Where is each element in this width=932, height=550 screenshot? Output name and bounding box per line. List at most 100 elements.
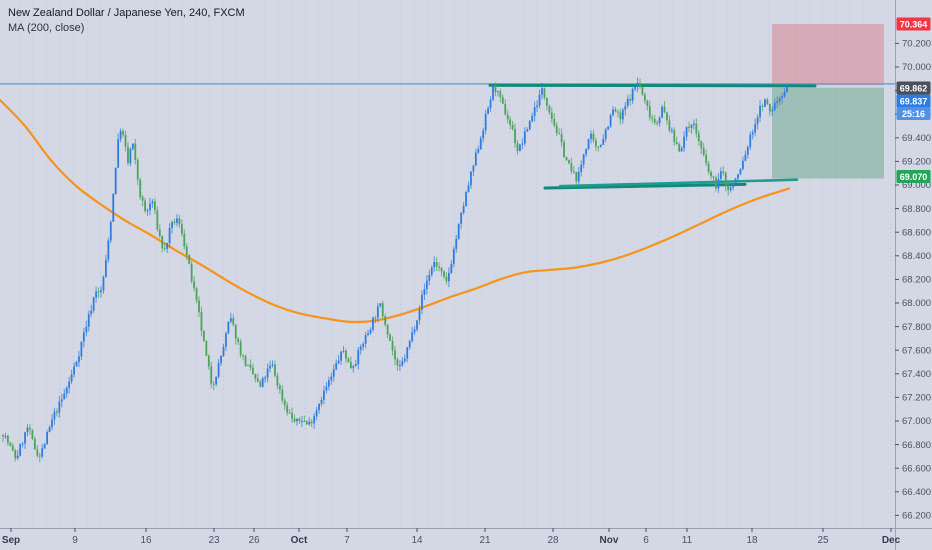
candle-body bbox=[786, 86, 788, 92]
candle-body bbox=[729, 187, 732, 191]
candle-body bbox=[778, 98, 781, 102]
candle-body bbox=[362, 343, 365, 347]
candle-body bbox=[521, 143, 524, 145]
candle-body bbox=[134, 143, 137, 160]
candle-body bbox=[374, 317, 377, 319]
candle-body bbox=[403, 358, 406, 362]
support-trendline-b[interactable] bbox=[558, 178, 799, 188]
candle-body bbox=[207, 355, 210, 367]
candle-body bbox=[9, 442, 12, 446]
candle-body bbox=[697, 133, 700, 142]
price-tick-label: 68.200 bbox=[902, 275, 931, 286]
price-badge-resistance: 69.862 bbox=[896, 81, 931, 95]
candle-body bbox=[220, 355, 222, 364]
candle-body bbox=[727, 186, 730, 191]
candle-body bbox=[617, 111, 619, 113]
candle-body bbox=[102, 276, 105, 291]
candle-body bbox=[303, 420, 306, 422]
candle-body bbox=[168, 227, 171, 244]
candle-body bbox=[555, 125, 558, 134]
price-tick-label: 67.000 bbox=[902, 416, 931, 427]
candle-body bbox=[467, 185, 470, 193]
price-tick-label: 69.200 bbox=[902, 157, 931, 168]
candle-body bbox=[266, 368, 269, 378]
candle-body bbox=[707, 163, 710, 172]
candle-body bbox=[577, 171, 580, 182]
candle-body bbox=[16, 455, 19, 459]
candle-body bbox=[173, 221, 176, 223]
candle-body bbox=[212, 383, 215, 385]
risk-zone-box[interactable] bbox=[772, 24, 884, 86]
candle-body bbox=[511, 124, 514, 130]
reward-zone-box[interactable] bbox=[772, 87, 884, 179]
ma-200-line[interactable] bbox=[0, 98, 791, 324]
candle-body bbox=[261, 378, 264, 387]
resistance-trendline[interactable] bbox=[488, 83, 817, 88]
candle-body bbox=[558, 133, 561, 135]
candle-body bbox=[742, 160, 744, 170]
candle-body bbox=[634, 86, 636, 90]
candle-body bbox=[53, 411, 56, 420]
candle-body bbox=[399, 365, 401, 367]
candle-body bbox=[435, 262, 438, 267]
candle-body bbox=[105, 259, 107, 277]
candle-body bbox=[63, 393, 66, 400]
candle-body bbox=[259, 381, 262, 387]
candle-body bbox=[327, 380, 330, 387]
candle-body bbox=[582, 154, 585, 165]
candle-body bbox=[693, 123, 695, 125]
candle-body bbox=[783, 91, 786, 97]
candle-body bbox=[234, 324, 237, 339]
candle-body bbox=[252, 367, 254, 375]
price-tick-label: 66.600 bbox=[902, 463, 931, 474]
price-tick-label: 68.000 bbox=[902, 298, 931, 309]
time-axis[interactable]: Sep 9 16 23 26 Oct 7 14 21 28 Nov 6 11 18 25 Dec bbox=[2, 528, 901, 546]
candle-body bbox=[717, 178, 720, 189]
candle-body bbox=[354, 364, 357, 367]
candle-body bbox=[501, 97, 504, 104]
time-tick-label: Nov bbox=[600, 535, 619, 546]
candle-body bbox=[332, 369, 335, 377]
candle-body bbox=[614, 109, 617, 112]
candle-body bbox=[607, 126, 610, 130]
candle-body bbox=[472, 165, 475, 172]
time-tick-label: 14 bbox=[411, 535, 423, 546]
candle-body bbox=[154, 201, 156, 211]
candle-body bbox=[56, 411, 58, 413]
price-tick-label: 70.000 bbox=[902, 62, 931, 73]
candle-body bbox=[386, 324, 389, 335]
candle-body bbox=[372, 317, 374, 330]
candle-body bbox=[497, 91, 499, 93]
price-tick-label: 67.800 bbox=[902, 322, 931, 333]
candle-body bbox=[477, 149, 480, 153]
candle-body bbox=[764, 99, 766, 107]
candle-body bbox=[185, 246, 188, 256]
candle-body bbox=[499, 91, 502, 98]
candle-body bbox=[288, 412, 291, 414]
candle-body bbox=[570, 163, 573, 172]
candle-body bbox=[504, 103, 507, 115]
candle-body bbox=[668, 120, 671, 131]
candle-body bbox=[751, 132, 754, 135]
gridlines bbox=[5, 0, 892, 528]
candle-body bbox=[641, 87, 644, 95]
candle-body bbox=[656, 122, 659, 124]
candle-body bbox=[188, 255, 191, 264]
candle-body bbox=[190, 263, 193, 282]
time-tick-label: 7 bbox=[344, 535, 350, 546]
candle-body bbox=[443, 271, 445, 277]
candle-body bbox=[531, 115, 534, 122]
candle-body bbox=[217, 363, 220, 377]
price-tick-label: 66.200 bbox=[902, 511, 931, 522]
candle-body bbox=[97, 291, 100, 293]
time-tick-label: 16 bbox=[140, 535, 152, 546]
candle-body bbox=[705, 154, 708, 164]
candle-body bbox=[401, 361, 404, 366]
candle-body bbox=[193, 281, 195, 289]
candle-body bbox=[291, 413, 293, 419]
candle-body bbox=[158, 229, 161, 237]
candle-body bbox=[87, 314, 90, 327]
support-trendline-a[interactable] bbox=[543, 182, 747, 190]
candle-body bbox=[232, 318, 235, 325]
